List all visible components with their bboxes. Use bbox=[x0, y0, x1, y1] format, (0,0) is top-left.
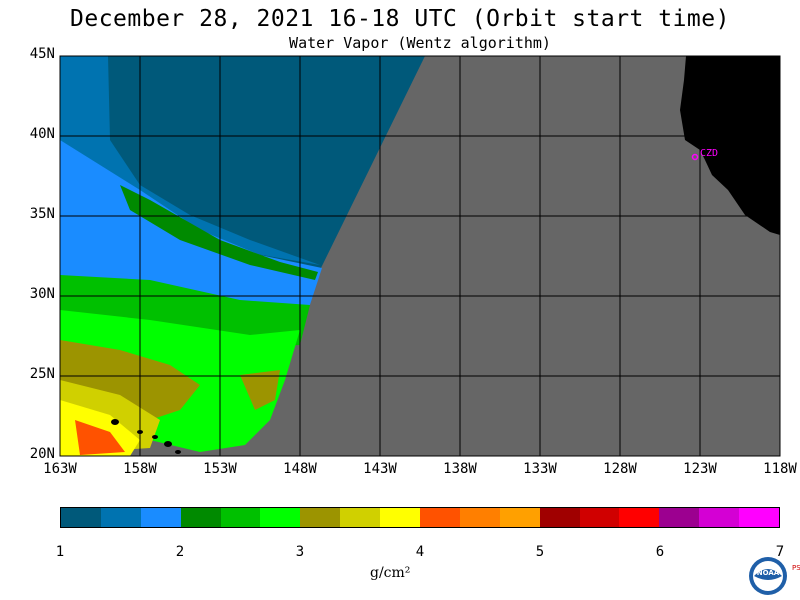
colorbar-swatch bbox=[100, 508, 141, 527]
colorbar-swatch bbox=[619, 508, 660, 527]
svg-text:NOAA: NOAA bbox=[757, 569, 780, 577]
colorbar-swatch bbox=[340, 508, 381, 527]
colorbar-swatch bbox=[300, 508, 341, 527]
colorbar-tick-label: 6 bbox=[655, 544, 665, 560]
psl-logo-text: PSL bbox=[792, 564, 800, 572]
longitude-label: 163W bbox=[43, 461, 77, 477]
colorbar-swatch bbox=[699, 508, 740, 527]
colorbar-swatch bbox=[140, 508, 181, 527]
colorbar-swatch bbox=[539, 508, 580, 527]
colorbar-swatch bbox=[380, 508, 421, 527]
longitude-label: 143W bbox=[363, 461, 397, 477]
hawaii-island bbox=[152, 435, 158, 439]
colorbar-tick-label: 7 bbox=[775, 544, 785, 560]
colorbar-tick-label: 4 bbox=[415, 544, 425, 560]
hawaii-island bbox=[175, 450, 181, 454]
longitude-label: 158W bbox=[123, 461, 157, 477]
colorbar-swatch bbox=[420, 508, 460, 527]
colorbar-tick-label: 2 bbox=[175, 544, 185, 560]
noaa-logo: NOAA bbox=[749, 557, 787, 595]
longitude-label: 118W bbox=[763, 461, 797, 477]
colorbar-swatch bbox=[260, 508, 301, 527]
band-olive bbox=[60, 340, 200, 420]
band-olive-east bbox=[240, 370, 280, 410]
latitude-label: 40N bbox=[29, 126, 55, 142]
map-frame bbox=[59, 55, 781, 457]
colorbar-swatch bbox=[180, 508, 221, 527]
hawaii-island bbox=[164, 441, 172, 447]
longitude-label: 138W bbox=[443, 461, 477, 477]
band-dark-green bbox=[120, 185, 318, 280]
colorbar-tick-label: 5 bbox=[535, 544, 545, 560]
longitude-label: 128W bbox=[603, 461, 637, 477]
colorbar-units: g/cm² bbox=[370, 565, 411, 581]
colorbar-swatch bbox=[61, 508, 101, 527]
california-coast-land bbox=[680, 56, 780, 235]
map-subtitle: Water Vapor (Wentz algorithm) bbox=[289, 34, 551, 52]
colorbar bbox=[60, 507, 780, 528]
colorbar-swatch bbox=[579, 508, 620, 527]
colorbar-swatch bbox=[220, 508, 261, 527]
station-marker-czd: CZD bbox=[691, 148, 718, 161]
map-title: December 28, 2021 16-18 UTC (Orbit start… bbox=[70, 6, 730, 32]
latitude-label: 20N bbox=[29, 446, 55, 462]
station-label: CZD bbox=[700, 148, 718, 159]
colorbar-swatch bbox=[499, 508, 540, 527]
longitude-label: 133W bbox=[523, 461, 557, 477]
colorbar-swatch bbox=[739, 508, 780, 527]
latitude-label: 45N bbox=[29, 46, 55, 62]
hawaii-island bbox=[111, 419, 119, 425]
longitude-label: 153W bbox=[203, 461, 237, 477]
latitude-label: 30N bbox=[29, 286, 55, 302]
longitude-label: 123W bbox=[683, 461, 717, 477]
colorbar-swatch bbox=[459, 508, 500, 527]
colorbar-tick-label: 1 bbox=[55, 544, 65, 560]
longitude-label: 148W bbox=[283, 461, 317, 477]
band-orange bbox=[75, 420, 125, 455]
latitude-label: 35N bbox=[29, 206, 55, 222]
colorbar-tick-label: 3 bbox=[295, 544, 305, 560]
latitude-label: 25N bbox=[29, 366, 55, 382]
colorbar-swatch bbox=[659, 508, 700, 527]
